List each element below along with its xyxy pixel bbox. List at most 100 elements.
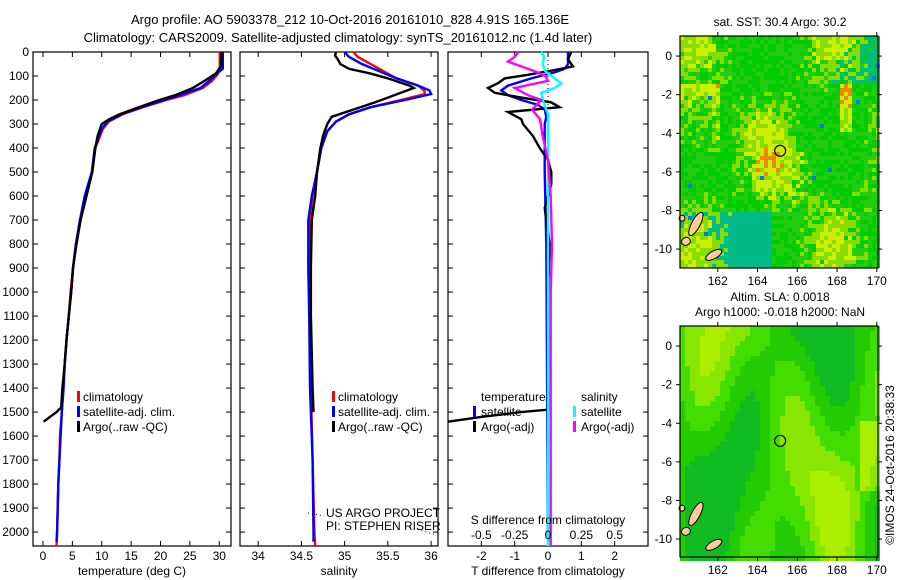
map-cell <box>720 381 725 386</box>
map-cell <box>788 184 792 188</box>
map-cell <box>870 486 875 491</box>
map-cell <box>724 80 728 84</box>
map-cell <box>712 56 716 60</box>
map-cell <box>748 248 752 252</box>
map-cell <box>692 200 696 204</box>
map-cell <box>700 176 704 180</box>
map-cell <box>800 426 805 431</box>
map-cell <box>724 240 728 244</box>
map-cell <box>752 232 756 236</box>
map-cell <box>795 341 800 346</box>
map-cell <box>700 36 704 40</box>
map-cell <box>816 84 820 88</box>
map-cell <box>748 176 752 180</box>
map-cell <box>772 200 776 204</box>
map-cell <box>790 396 795 401</box>
map-cell <box>836 216 840 220</box>
map-cell <box>808 80 812 84</box>
map-cell <box>836 128 840 132</box>
map-cell <box>748 100 752 104</box>
map-cell <box>688 164 692 168</box>
map-cell <box>755 366 760 371</box>
map-cell <box>776 160 780 164</box>
map-cell <box>872 228 876 232</box>
map-cell <box>760 496 765 501</box>
map-cell <box>855 381 860 386</box>
map-cell <box>860 132 864 136</box>
map-cell <box>775 506 780 511</box>
map-cell <box>824 96 828 100</box>
map-cell <box>844 244 848 248</box>
map-cell <box>815 516 820 521</box>
map-cell <box>740 180 744 184</box>
map-cell <box>795 531 800 536</box>
map-cell <box>856 172 860 176</box>
map-cell <box>705 521 710 526</box>
map-cell <box>824 248 828 252</box>
map-cell <box>744 44 748 48</box>
map-cell <box>745 396 750 401</box>
map-cell <box>772 168 776 172</box>
map-cell <box>816 104 820 108</box>
map-cell <box>740 112 744 116</box>
map-cell <box>735 536 740 541</box>
map-cell <box>808 192 812 196</box>
map-cell <box>816 220 820 224</box>
map-cell <box>740 140 744 144</box>
map-cell <box>724 136 728 140</box>
map-cell <box>704 132 708 136</box>
map-cell <box>700 531 705 536</box>
map-cell <box>684 76 688 80</box>
map-cell <box>696 80 700 84</box>
map-cell <box>828 52 832 56</box>
map-cell <box>732 124 736 128</box>
map-cell <box>812 188 816 192</box>
map-cell <box>704 104 708 108</box>
map-cell <box>752 184 756 188</box>
map-cell <box>780 381 785 386</box>
map-cell <box>680 52 684 56</box>
map-cell <box>740 220 744 224</box>
map-cell <box>780 220 784 224</box>
map-cell <box>684 124 688 128</box>
map-cell <box>868 180 872 184</box>
map-cell <box>736 204 740 208</box>
legend-swatch <box>573 406 576 417</box>
map-cell <box>775 441 780 446</box>
map-cell <box>828 124 832 128</box>
map-cell <box>730 506 735 511</box>
map-cell <box>845 436 850 441</box>
map-cell <box>728 176 732 180</box>
map-cell <box>680 116 684 120</box>
map-cell <box>708 36 712 40</box>
map-cell <box>845 521 850 526</box>
map-cell <box>870 516 875 521</box>
map-cell <box>695 426 700 431</box>
map-cell <box>715 516 720 521</box>
map-cell <box>788 212 792 216</box>
map-cell <box>815 326 820 331</box>
map-cell <box>864 176 868 180</box>
map-cell <box>716 64 720 68</box>
map-cell <box>712 220 716 224</box>
map-cell <box>836 48 840 52</box>
map-cell <box>768 216 772 220</box>
map-cell <box>728 120 732 124</box>
map-cell <box>805 546 810 551</box>
map-cell <box>844 252 848 256</box>
map-cell <box>745 496 750 501</box>
map-cell <box>768 180 772 184</box>
map-cell <box>692 164 696 168</box>
map-cell <box>845 481 850 486</box>
map-cell <box>810 376 815 381</box>
map-cell <box>784 80 788 84</box>
map-cell <box>860 228 864 232</box>
map-cell <box>725 541 730 546</box>
map-cell <box>815 491 820 496</box>
map-cell <box>828 128 832 132</box>
map-cell <box>820 506 825 511</box>
map-cell <box>690 476 695 481</box>
map-cell <box>704 80 708 84</box>
map-cell <box>776 104 780 108</box>
map-cell <box>788 64 792 68</box>
